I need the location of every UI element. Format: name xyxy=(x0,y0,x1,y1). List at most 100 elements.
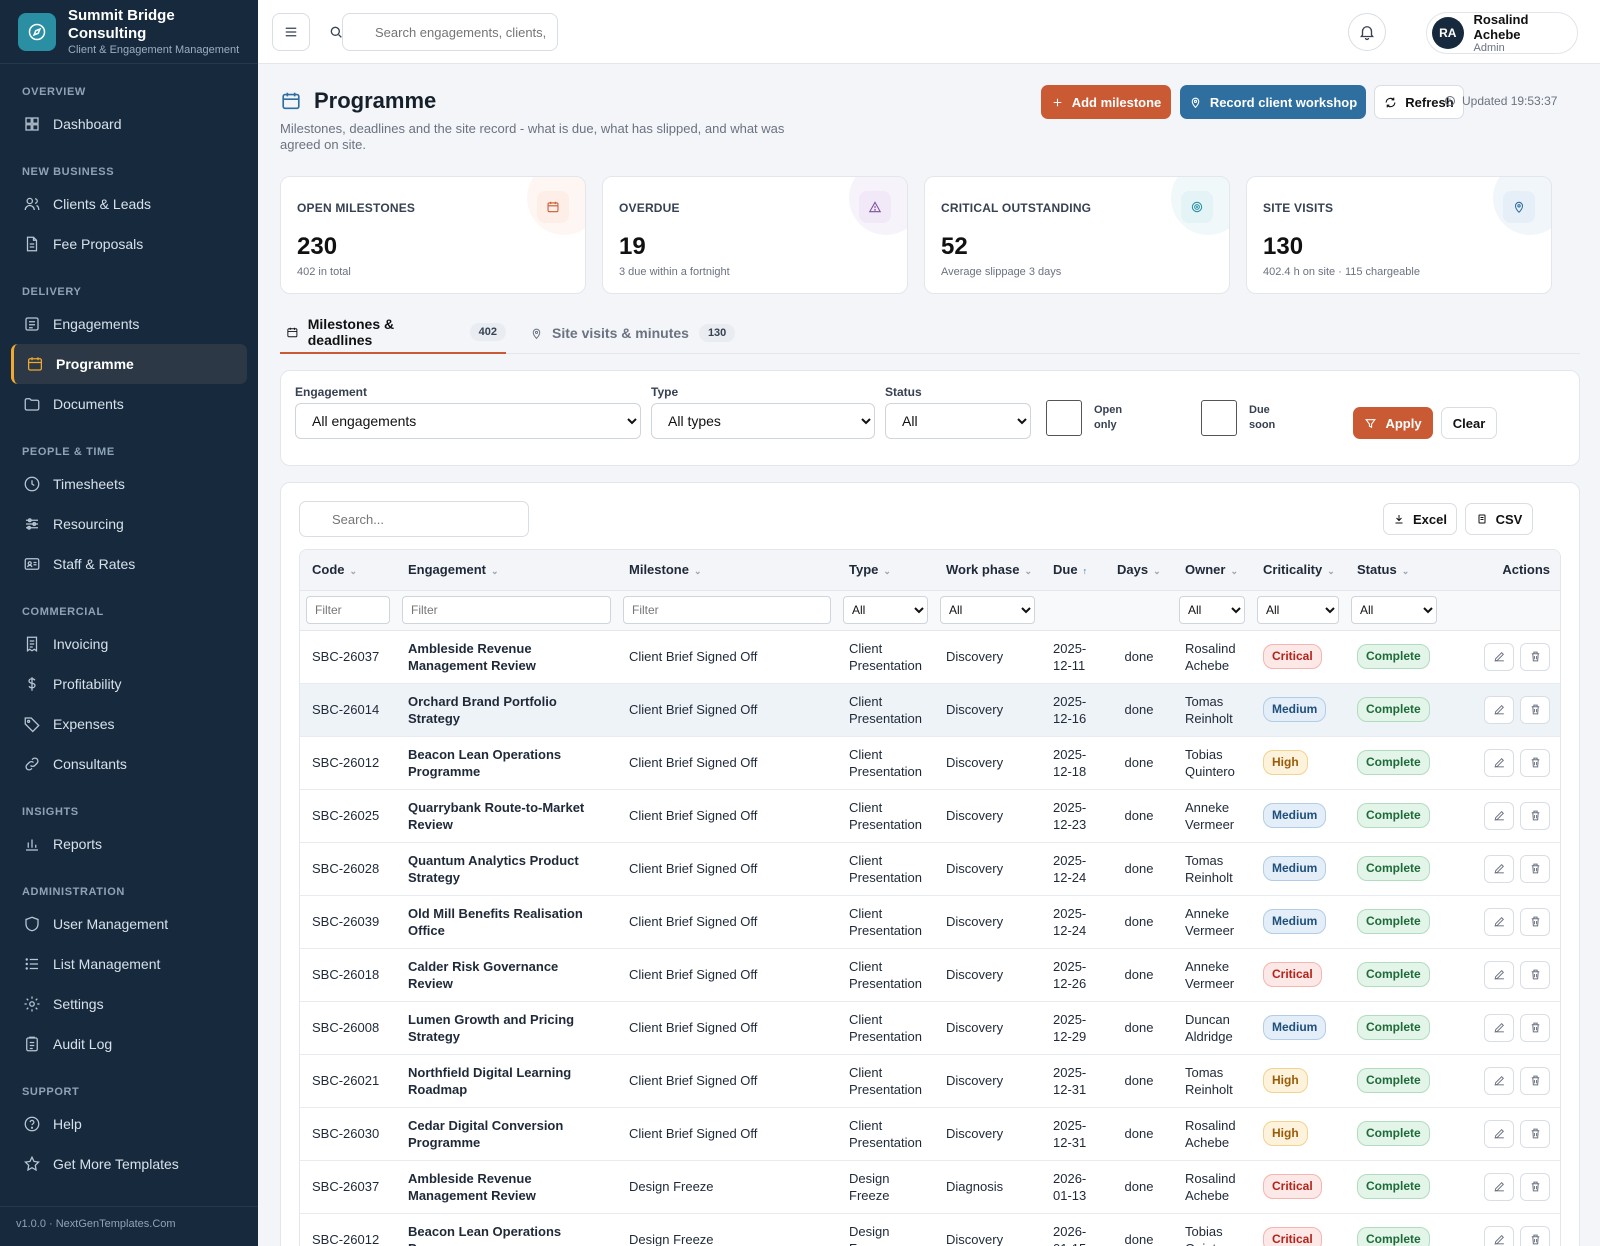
clear-filters-button[interactable]: Clear xyxy=(1441,407,1497,439)
record-workshop-button[interactable]: Record client workshop xyxy=(1180,85,1366,119)
export-csv-button[interactable]: CSV xyxy=(1465,503,1533,535)
column-header-criticality[interactable]: Criticality ⌄ xyxy=(1251,550,1345,591)
delete-button[interactable] xyxy=(1520,642,1550,671)
menu-toggle-button[interactable] xyxy=(272,13,310,51)
delete-button[interactable] xyxy=(1520,907,1550,936)
work-phase-column-filter-select[interactable]: All xyxy=(940,596,1035,624)
sidebar-item-consultants[interactable]: Consultants xyxy=(11,744,247,784)
sidebar-item-help[interactable]: Help xyxy=(11,1104,247,1144)
table-row[interactable]: SBC-26028 Quantum Analytics Product Stra… xyxy=(300,842,1560,896)
column-header-days[interactable]: Days ⌄ xyxy=(1105,550,1173,591)
table-row[interactable]: SBC-26037 Ambleside Revenue Management R… xyxy=(300,630,1560,684)
engagement-filter-select[interactable]: All engagements xyxy=(295,403,641,439)
delete-button[interactable] xyxy=(1520,960,1550,989)
delete-button[interactable] xyxy=(1520,1119,1550,1148)
column-header-engagement[interactable]: Engagement ⌄ xyxy=(396,550,617,591)
edit-button[interactable] xyxy=(1484,748,1514,777)
global-search-input[interactable] xyxy=(342,13,558,51)
sidebar-item-clients-and-leads[interactable]: Clients & Leads xyxy=(11,184,247,224)
owner-column-filter-select[interactable]: All xyxy=(1179,596,1245,624)
sidebar-item-dashboard[interactable]: Dashboard xyxy=(11,104,247,144)
table-row[interactable]: SBC-26012 Beacon Lean Operations Program… xyxy=(300,1213,1560,1246)
sidebar-item-user-management[interactable]: User Management xyxy=(11,904,247,944)
sidebar-item-resourcing[interactable]: Resourcing xyxy=(11,504,247,544)
table-row[interactable]: SBC-26039 Old Mill Benefits Realisation … xyxy=(300,895,1560,949)
column-header-due[interactable]: Due ↑ xyxy=(1041,550,1105,591)
sidebar-item-engagements[interactable]: Engagements xyxy=(11,304,247,344)
column-header-owner[interactable]: Owner ⌄ xyxy=(1173,550,1251,591)
tab-site-visits[interactable]: Site visits & minutes 130 xyxy=(530,312,736,354)
sidebar-item-invoicing[interactable]: Invoicing xyxy=(11,624,247,664)
type-filter-select[interactable]: All types xyxy=(651,403,875,439)
table-row[interactable]: SBC-26018 Calder Risk Governance Review … xyxy=(300,948,1560,1002)
table-row[interactable]: SBC-26014 Orchard Brand Portfolio Strate… xyxy=(300,683,1560,737)
sidebar-item-profitability[interactable]: Profitability xyxy=(11,664,247,704)
engagement-column-filter[interactable] xyxy=(402,596,611,624)
column-header-label: Owner xyxy=(1185,562,1226,578)
code-column-filter[interactable] xyxy=(306,596,390,624)
edit-button[interactable] xyxy=(1484,642,1514,671)
criticality-column-filter-select[interactable]: All xyxy=(1257,596,1339,624)
type-column-filter-select[interactable]: All xyxy=(843,596,928,624)
column-header-type[interactable]: Type ⌄ xyxy=(837,550,934,591)
sidebar-item-expenses[interactable]: Expenses xyxy=(11,704,247,744)
edit-button[interactable] xyxy=(1484,960,1514,989)
delete-button[interactable] xyxy=(1520,1013,1550,1042)
table-search-input[interactable] xyxy=(299,501,529,537)
sidebar-item-list-management[interactable]: List Management xyxy=(11,944,247,984)
delete-button[interactable] xyxy=(1520,1172,1550,1201)
nav-section-overview: OVERVIEW xyxy=(22,86,86,98)
open-only-checkbox[interactable] xyxy=(1046,400,1082,436)
export-excel-button[interactable]: Excel xyxy=(1383,503,1457,535)
delete-button[interactable] xyxy=(1520,801,1550,830)
edit-button[interactable] xyxy=(1484,1172,1514,1201)
sidebar-item-documents[interactable]: Documents xyxy=(11,384,247,424)
edit-button[interactable] xyxy=(1484,1119,1514,1148)
cell-owner: Tomas Reinholt xyxy=(1173,1054,1251,1108)
sidebar-item-audit-log[interactable]: Audit Log xyxy=(11,1024,247,1064)
sidebar-item-reports[interactable]: Reports xyxy=(11,824,247,864)
table-row[interactable]: SBC-26037 Ambleside Revenue Management R… xyxy=(300,1160,1560,1214)
sidebar-item-settings[interactable]: Settings xyxy=(11,984,247,1024)
edit-button[interactable] xyxy=(1484,695,1514,724)
column-header-work-phase[interactable]: Work phase ⌄ xyxy=(934,550,1041,591)
tab-milestones[interactable]: Milestones & deadlines 402 xyxy=(280,312,506,354)
trash-icon xyxy=(1531,704,1539,715)
sidebar-item-timesheets[interactable]: Timesheets xyxy=(11,464,247,504)
delete-button[interactable] xyxy=(1520,854,1550,883)
due-soon-checkbox[interactable] xyxy=(1201,400,1237,436)
edit-button[interactable] xyxy=(1484,1013,1514,1042)
column-header-code[interactable]: Code ⌄ xyxy=(300,550,396,591)
table-row[interactable]: SBC-26008 Lumen Growth and Pricing Strat… xyxy=(300,1001,1560,1055)
table-row[interactable]: SBC-26021 Northfield Digital Learning Ro… xyxy=(300,1054,1560,1108)
sidebar-item-fee-proposals[interactable]: Fee Proposals xyxy=(11,224,247,264)
status-filter-select[interactable]: All xyxy=(885,403,1031,439)
delete-button[interactable] xyxy=(1520,1066,1550,1095)
edit-button[interactable] xyxy=(1484,1225,1514,1246)
table-row[interactable]: SBC-26012 Beacon Lean Operations Program… xyxy=(300,736,1560,790)
row-actions xyxy=(1455,801,1550,830)
add-milestone-button[interactable]: Add milestone xyxy=(1041,85,1171,119)
status-column-filter-select[interactable]: All xyxy=(1351,596,1437,624)
apply-filters-button[interactable]: Apply xyxy=(1353,407,1433,439)
refresh-button[interactable]: Refresh xyxy=(1374,85,1464,119)
edit-button[interactable] xyxy=(1484,1066,1514,1095)
sidebar-item-programme[interactable]: Programme xyxy=(11,344,247,384)
edit-button[interactable] xyxy=(1484,801,1514,830)
user-role: Admin xyxy=(1473,42,1505,54)
table-header-row: Code ⌄ Engagement ⌄ Milestone ⌄ Type ⌄ Work phas… xyxy=(300,550,1560,591)
user-menu[interactable]: RA Rosalind Achebe Admin xyxy=(1426,12,1578,54)
milestone-column-filter[interactable] xyxy=(623,596,831,624)
table-row[interactable]: SBC-26025 Quarrybank Route-to-Market Rev… xyxy=(300,789,1560,843)
delete-button[interactable] xyxy=(1520,695,1550,724)
notifications-button[interactable] xyxy=(1348,13,1386,51)
sidebar-item-get-more-templates[interactable]: Get More Templates xyxy=(11,1144,247,1184)
column-header-status[interactable]: Status ⌄ xyxy=(1345,550,1443,591)
delete-button[interactable] xyxy=(1520,748,1550,777)
delete-button[interactable] xyxy=(1520,1225,1550,1246)
column-header-milestone[interactable]: Milestone ⌄ xyxy=(617,550,837,591)
edit-button[interactable] xyxy=(1484,854,1514,883)
table-row[interactable]: SBC-26030 Cedar Digital Conversion Progr… xyxy=(300,1107,1560,1161)
sidebar-item-staff-and-rates[interactable]: Staff & Rates xyxy=(11,544,247,584)
edit-button[interactable] xyxy=(1484,907,1514,936)
